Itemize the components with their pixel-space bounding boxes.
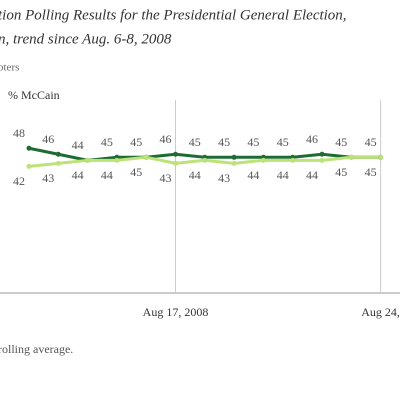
data-point: [26, 163, 32, 169]
data-point: [173, 160, 178, 166]
data-label: 45: [335, 135, 347, 149]
data-point: [231, 160, 237, 166]
x-tick-label: Aug 17, 2008: [143, 305, 209, 319]
data-point: [26, 145, 32, 151]
data-point: [202, 157, 208, 163]
data-label: 43: [218, 171, 230, 185]
chart-subtitle: n, trend since Aug. 6-8, 2008: [0, 31, 172, 47]
data-label: 45: [277, 135, 289, 149]
data-point: [231, 154, 237, 160]
footnote: rolling average.: [0, 342, 73, 356]
x-tick-label: Aug 24,: [361, 305, 400, 319]
data-label: 45: [365, 165, 377, 179]
data-point: [378, 154, 384, 160]
data-point: [348, 154, 354, 160]
data-label: 44: [247, 168, 259, 182]
data-point: [319, 157, 325, 163]
data-point: [319, 151, 325, 157]
data-point: [143, 154, 149, 160]
chart-title: tion Polling Results for the Presidentia…: [0, 7, 347, 23]
data-point: [55, 160, 61, 166]
data-label: 44: [72, 138, 84, 152]
data-label: 43: [42, 171, 54, 185]
data-point: [260, 157, 266, 163]
data-label: 44: [277, 168, 289, 182]
data-label: 48: [13, 126, 25, 140]
data-label: 43: [160, 171, 172, 185]
data-label: 45: [247, 135, 259, 149]
data-label: 44: [189, 168, 201, 182]
data-label: 46: [306, 132, 318, 146]
data-label: 44: [101, 168, 113, 182]
data-point: [55, 151, 61, 157]
data-label: 46: [160, 132, 172, 146]
data-label: 45: [335, 165, 347, 179]
data-label: 44: [306, 168, 318, 182]
data-label: 45: [189, 135, 201, 149]
data-label: 45: [130, 135, 142, 149]
data-label: 46: [42, 132, 54, 146]
data-label: 44: [72, 168, 84, 182]
population-note: oters: [0, 62, 19, 74]
data-point: [173, 151, 178, 157]
data-label: 45: [101, 135, 113, 149]
data-point: [85, 157, 91, 163]
data-label: 42: [13, 174, 25, 188]
data-label: 45: [130, 165, 142, 179]
data-point: [290, 157, 296, 163]
data-label: 45: [218, 135, 230, 149]
legend-entry: % McCain: [8, 88, 60, 102]
data-label: 45: [365, 135, 377, 149]
data-point: [114, 157, 120, 163]
